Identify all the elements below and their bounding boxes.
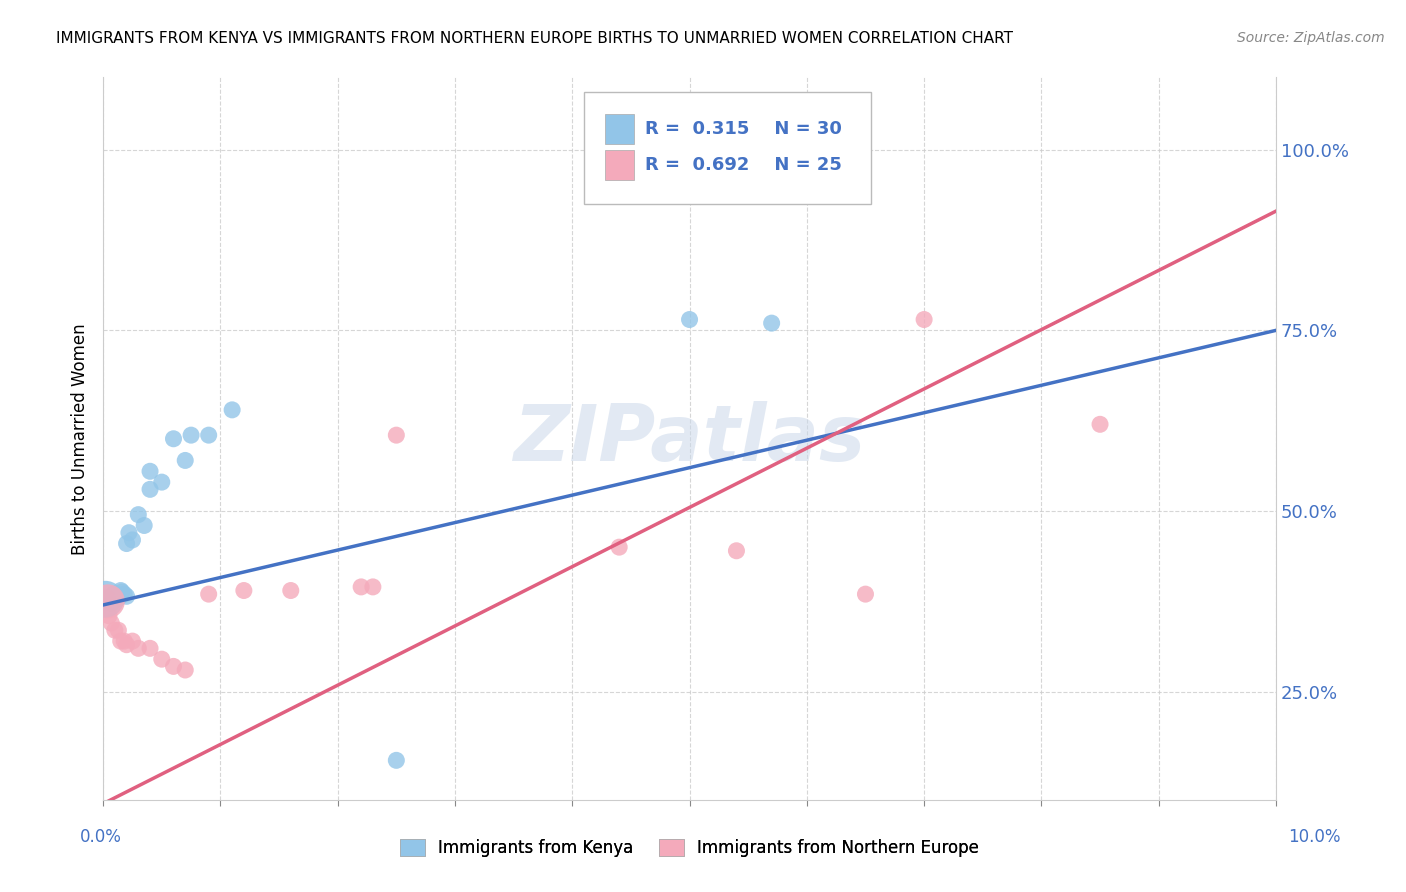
FancyBboxPatch shape [605,113,634,144]
Point [97,594,120,608]
Point [139,483,162,497]
Point [105,592,128,607]
Point [385,753,408,767]
Point [221,402,243,417]
Point [96,591,118,605]
Point [150,475,173,489]
Point [761,316,783,330]
Point [98,608,121,623]
Point [94,592,117,607]
Point [115,638,138,652]
Text: IMMIGRANTS FROM KENYA VS IMMIGRANTS FROM NORTHERN EUROPE BIRTHS TO UNMARRIED WOM: IMMIGRANTS FROM KENYA VS IMMIGRANTS FROM… [56,31,1014,46]
Point [118,525,141,540]
Text: R =  0.315    N = 30: R = 0.315 N = 30 [645,120,842,137]
Point [127,641,149,656]
Point [385,428,408,442]
Point [111,585,134,599]
Point [162,659,184,673]
Point [607,540,630,554]
Point [115,589,138,603]
Point [139,464,162,478]
Point [110,583,132,598]
Point [280,583,302,598]
Point [100,597,122,611]
Point [912,312,935,326]
Point [110,634,132,648]
Point [97,594,120,608]
Point [108,589,131,603]
Text: Source: ZipAtlas.com: Source: ZipAtlas.com [1237,31,1385,45]
Point [197,428,219,442]
Point [121,533,143,547]
Point [232,583,254,598]
Point [112,587,135,601]
FancyBboxPatch shape [583,92,872,204]
Point [107,591,129,605]
Point [162,432,184,446]
Legend: Immigrants from Kenya, Immigrants from Northern Europe: Immigrants from Kenya, Immigrants from N… [394,832,986,864]
FancyBboxPatch shape [605,150,634,180]
Y-axis label: Births to Unmarried Women: Births to Unmarried Women [72,323,89,555]
Point [197,587,219,601]
Point [104,624,127,638]
Point [678,312,700,326]
Point [855,587,877,601]
Text: 10.0%: 10.0% [1288,828,1341,846]
Point [350,580,373,594]
Point [139,641,162,656]
Point [115,536,138,550]
Point [174,453,197,467]
Point [104,589,127,603]
Point [103,587,125,601]
Point [361,580,384,594]
Text: 0.0%: 0.0% [80,828,122,846]
Point [94,592,117,607]
Point [1088,417,1111,432]
Point [100,615,122,630]
Point [121,634,143,648]
Text: ZIPatlas: ZIPatlas [513,401,866,476]
Point [150,652,173,666]
Point [134,518,156,533]
Point [725,543,748,558]
Point [107,624,129,638]
Point [174,663,197,677]
Point [98,592,121,607]
Point [127,508,149,522]
Text: R =  0.692    N = 25: R = 0.692 N = 25 [645,156,842,174]
Point [101,591,124,605]
Point [112,634,135,648]
Point [180,428,202,442]
